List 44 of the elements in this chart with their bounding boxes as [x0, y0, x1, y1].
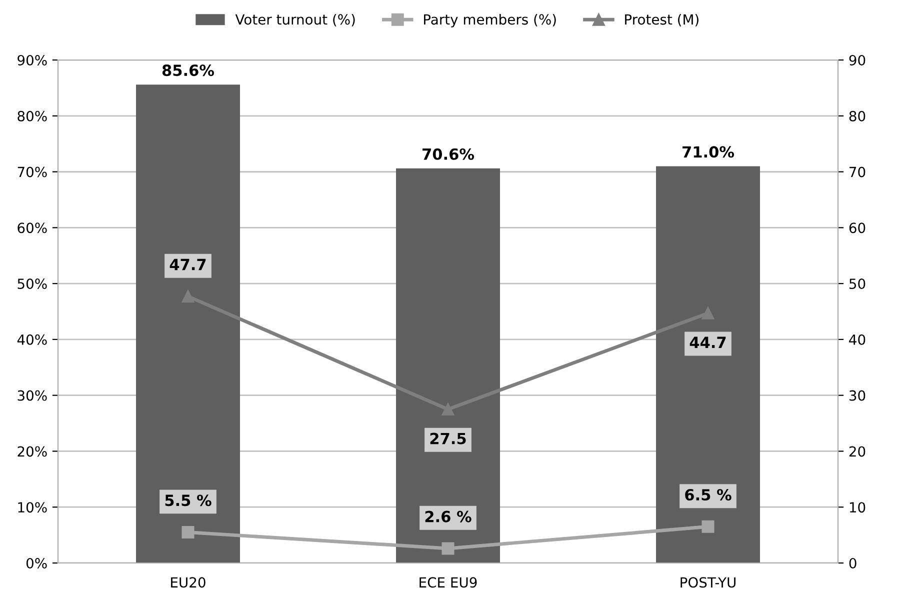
point: [182, 526, 194, 539]
data-label: 5.5 %: [165, 494, 212, 506]
data-label: 2.6 %: [425, 510, 472, 522]
y2-tick-label: 90: [849, 54, 866, 66]
bar: [396, 168, 500, 563]
y-tick-label: 10%: [18, 502, 47, 513]
y-tick-label: 80%: [18, 110, 47, 122]
y-tick-label: 50%: [18, 278, 47, 290]
point: [442, 403, 454, 416]
bar: [136, 84, 240, 563]
y2-tick-label: 60: [849, 222, 866, 234]
y2-tick-label: 70: [850, 166, 866, 178]
y2-tick-label: 10: [850, 502, 866, 513]
data-label: 85.6%: [162, 64, 214, 76]
data-label: 47.7: [170, 258, 206, 270]
y2-tick-label: 40: [849, 334, 866, 345]
legend-label: Party members (%): [424, 14, 556, 28]
x-tick-label: ECE EU9: [420, 577, 477, 588]
data-label: 70.6%: [422, 148, 474, 160]
x-tick-label: EU20: [171, 577, 206, 588]
legend-label: Voter turnout (%): [235, 14, 355, 26]
y2-tick-label: 50: [849, 278, 866, 290]
y-tick-label: 0%: [26, 558, 47, 568]
y2-tick-label: 20: [849, 446, 866, 457]
y-tick-label: 90%: [18, 54, 47, 66]
y2-tick-label: 30: [849, 390, 866, 401]
point: [702, 520, 714, 533]
point: [442, 542, 454, 555]
y-tick-label: 40%: [17, 334, 47, 345]
point: [702, 306, 714, 320]
y-tick-label: 70%: [18, 166, 47, 178]
data-label: 6.5 %: [685, 488, 732, 501]
bar: [656, 166, 760, 563]
legend-label: Protest (M): [625, 14, 698, 26]
y-tick-label: 20%: [18, 446, 47, 457]
x-tick-label: POST-YU: [680, 577, 736, 588]
data-label: 27.5: [430, 432, 466, 444]
y2-tick-label: 0: [849, 558, 856, 568]
y2-tick-label: 80: [849, 110, 866, 122]
data-label: 71.0%: [682, 146, 734, 158]
y-tick-label: 30%: [18, 390, 47, 401]
point: [182, 290, 194, 303]
y-tick-label: 60%: [18, 222, 47, 234]
data-label: 44.7: [690, 336, 726, 348]
